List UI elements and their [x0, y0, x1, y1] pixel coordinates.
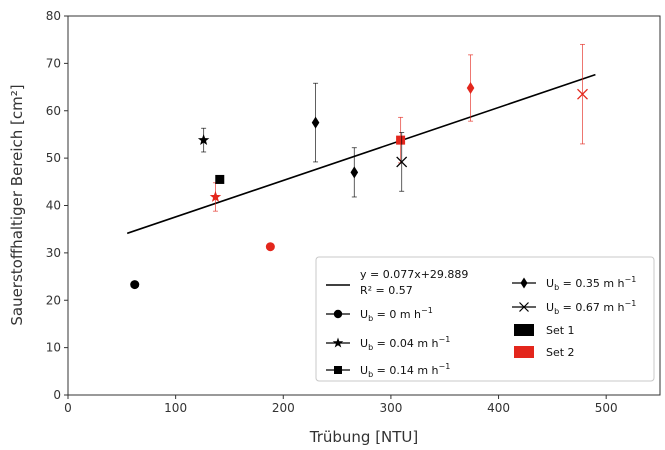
- legend-u004-sub: b: [368, 343, 373, 352]
- series-2-point-1-marker: [396, 135, 406, 145]
- x-tick-label-1: 100: [164, 401, 187, 415]
- legend-fit-r2: R² = 0.57: [360, 284, 413, 297]
- series-4-point-1-marker: [577, 88, 588, 100]
- ticks-layer: 0 100 200 300 400 500 0 10 20 30 40 50 60 70 80: [46, 9, 618, 415]
- y-tick-label-6: 60: [46, 104, 61, 118]
- legend-u035-label: Ub = 0.35 m h−1: [546, 275, 636, 292]
- series-3-point-0-marker: [311, 116, 320, 129]
- legend-u067-sub: b: [554, 307, 559, 316]
- x-tick-label-0: 0: [64, 401, 72, 415]
- legend-box: [315, 256, 655, 382]
- legend-u014-sup: −1: [439, 362, 451, 371]
- legend-u004-base: U: [360, 337, 368, 350]
- y-tick-label-7: 70: [46, 56, 61, 70]
- fit-line: [126, 73, 596, 235]
- y-axis-label: Sauerstoffhaltiger Bereich [cm²]: [8, 84, 26, 325]
- legend-u0-label: Ub = 0 m h−1: [360, 306, 433, 323]
- x-tick-label-4: 400: [487, 401, 510, 415]
- series-3-point-1-marker: [350, 166, 359, 179]
- series-1-point-0-marker: [197, 134, 210, 145]
- legend-fit-equation: y = 0.077x+29.889: [360, 268, 468, 281]
- legend-u035-value: = 0.35 m h: [559, 277, 624, 290]
- legend-u014-base: U: [360, 364, 368, 377]
- legend-u067-marker: [519, 302, 529, 312]
- series-1-point-1-marker: [209, 190, 222, 202]
- legend-set2-label: Set 2: [546, 346, 575, 359]
- legend-u0-base: U: [360, 308, 368, 321]
- legend-set1-label: Set 1: [546, 324, 575, 337]
- fit-layer: [126, 73, 596, 235]
- y-tick-label-8: 80: [46, 9, 61, 23]
- legend-u0-marker: [333, 309, 343, 319]
- legend-u014-marker: [334, 366, 342, 374]
- points-layer: [130, 43, 588, 290]
- legend-u067-label: Ub = 0.67 m h−1: [546, 299, 636, 316]
- legend-u0-value: = 0 m h: [373, 308, 421, 321]
- legend-u035-sub: b: [554, 283, 559, 292]
- y-tick-label-0: 0: [53, 388, 61, 402]
- y-tick-label-5: 50: [46, 151, 61, 165]
- x-axis-label: Trübung [NTU]: [309, 428, 419, 446]
- y-tick-label-4: 40: [46, 199, 61, 213]
- series-4-point-0-marker: [396, 156, 408, 168]
- legend-u0-sub: b: [368, 314, 373, 323]
- legend-u0-sup: −1: [421, 306, 433, 315]
- legend-u004-label: Ub = 0.04 m h−1: [360, 335, 450, 352]
- series-3-point-2-marker: [466, 82, 475, 95]
- y-tick-label-3: 30: [46, 246, 61, 260]
- legend-u067-value: = 0.67 m h: [559, 301, 624, 314]
- legend: y = 0.077x+29.889 R² = 0.57 Ub = 0 m h−1…: [315, 256, 655, 382]
- x-tick-label-3: 300: [379, 401, 402, 415]
- legend-u014-label: Ub = 0.14 m h−1: [360, 362, 450, 379]
- y-tick-label-1: 10: [46, 341, 61, 355]
- legend-set1-swatch: [514, 324, 534, 336]
- x-tick-label-5: 500: [595, 401, 618, 415]
- legend-u035-base: U: [546, 277, 554, 290]
- legend-u004-sup: −1: [439, 335, 451, 344]
- legend-u035-marker: [520, 277, 528, 289]
- legend-u035-sup: −1: [625, 275, 637, 284]
- legend-u067-sup: −1: [625, 299, 637, 308]
- legend-set2-swatch: [514, 346, 534, 358]
- series-0-point-0-marker: [130, 280, 140, 290]
- x-tick-label-2: 200: [272, 401, 295, 415]
- legend-u014-sub: b: [368, 370, 373, 379]
- series-2-point-0-marker: [215, 174, 225, 184]
- legend-u067-base: U: [546, 301, 554, 314]
- legend-u004-value: = 0.04 m h: [373, 337, 438, 350]
- y-tick-label-2: 20: [46, 293, 61, 307]
- legend-u004-marker: [332, 337, 344, 348]
- legend-u014-value: = 0.14 m h: [373, 364, 438, 377]
- series-0-point-1-marker: [265, 242, 275, 252]
